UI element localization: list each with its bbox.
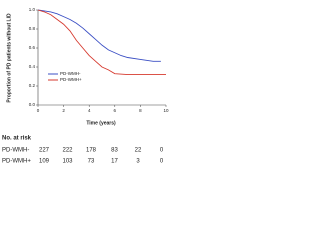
risk-count: 178	[86, 148, 97, 154]
risk-count: 83	[111, 148, 118, 154]
legend-label: PD-WMH+	[60, 77, 82, 82]
risk-row-label: PD-WMH+	[2, 159, 31, 165]
survival-curve	[37, 9, 161, 62]
legend-label: PD-WMH-	[60, 71, 81, 76]
risk-count: 0	[160, 159, 164, 165]
y-axis-label: Proportion of PD patients without LID	[6, 13, 12, 103]
chart: Proportion of PD patients without LID Ti…	[2, 7, 169, 165]
x-tick-label: 6	[114, 108, 117, 113]
x-tick-label: 4	[88, 108, 91, 113]
y-tick-label: 0.6	[29, 45, 36, 50]
risk-row-label: PD-WMH-	[2, 148, 29, 154]
risk-count: 222	[62, 148, 73, 154]
x-axis-label: Time (years)	[86, 120, 116, 126]
risk-count: 227	[39, 148, 50, 154]
y-tick-label: 0.0	[29, 102, 36, 107]
risk-title: No. at risk	[2, 136, 32, 142]
risk-count: 3	[136, 159, 140, 165]
x-tick-label: 2	[62, 108, 65, 113]
y-tick-label: 1.0	[29, 7, 36, 12]
page: Proportion of PD patients without LID Ti…	[2, 7, 169, 165]
risk-count: 103	[62, 159, 73, 165]
y-tick-label: 0.2	[29, 83, 36, 88]
risk-count: 22	[135, 148, 142, 154]
risk-count: 17	[111, 159, 118, 165]
x-tick-label: 0	[37, 108, 40, 113]
risk-count: 73	[88, 159, 95, 165]
x-tick-label: 8	[139, 108, 142, 113]
y-tick-label: 0.8	[29, 26, 36, 31]
x-tick-label: 10	[163, 108, 169, 113]
y-tick-label: 0.4	[29, 64, 36, 69]
risk-count: 0	[160, 148, 164, 154]
risk-count: 109	[39, 159, 50, 165]
survival-curve	[37, 9, 166, 76]
